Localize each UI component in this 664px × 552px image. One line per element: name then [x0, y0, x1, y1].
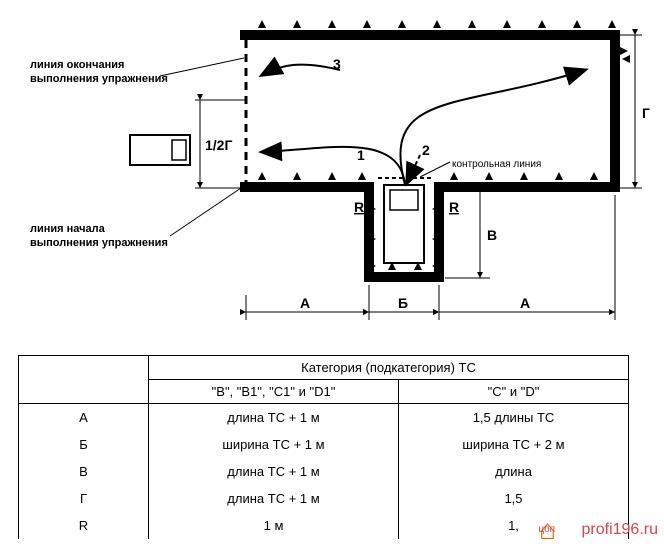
svg-text:1/2Г: 1/2Г	[205, 137, 232, 153]
svg-text:выполнения упражнения: выполнения упражнения	[30, 73, 168, 85]
th-main: Категория (подкатегория) ТС	[149, 356, 629, 380]
svg-text:выполнения упражнения: выполнения упражнения	[30, 237, 168, 249]
svg-text:2: 2	[422, 142, 430, 158]
row-R-c2: 1,	[399, 512, 629, 539]
dimensions-table: Категория (подкатегория) ТС "B", "B1", "…	[18, 355, 629, 539]
dim-halfG: 1/2Г	[195, 100, 246, 188]
svg-text:линия начала: линия начала	[30, 223, 106, 235]
course-boundary	[240, 30, 620, 282]
control-line-label: контрольная линия	[452, 159, 541, 170]
row-A-label: А	[19, 404, 149, 432]
row-R-label: R	[19, 512, 149, 539]
svg-text:3: 3	[333, 56, 341, 72]
th-empty	[19, 356, 149, 404]
row-V-c1: длина ТС + 1 м	[149, 458, 399, 485]
row-G-c2: 1,5	[399, 485, 629, 512]
svg-text:линия окончания: линия окончания	[30, 59, 124, 71]
row-V-c2: длина	[399, 458, 629, 485]
row-G-label: Г	[19, 485, 149, 512]
row-A-c2: 1,5 длины ТС	[399, 404, 629, 432]
dim-bottom: А Б А	[246, 195, 615, 320]
car-in-garage	[384, 185, 424, 263]
row-V-label: В	[19, 458, 149, 485]
row-G-c1: длина ТС + 1 м	[149, 485, 399, 512]
svg-text:А: А	[300, 295, 310, 311]
exercise-diagram: контрольная линия 1 2 3 R R В Г	[0, 0, 664, 340]
row-B-c2: ширина ТС + 2 м	[399, 431, 629, 458]
svg-text:А: А	[520, 295, 530, 311]
r-left: R	[354, 199, 364, 215]
row-B-c1: ширина ТС + 1 м	[149, 431, 399, 458]
th-col2: "C" и "D"	[399, 380, 629, 404]
row-B-label: Б	[19, 431, 149, 458]
car-outside	[130, 135, 190, 165]
row-A-c1: длина ТС + 1 м	[149, 404, 399, 432]
svg-text:Б: Б	[398, 295, 408, 311]
svg-text:1: 1	[357, 147, 365, 163]
svg-text:В: В	[487, 227, 497, 243]
th-col1: "B", "B1", "C1" и "D1"	[149, 380, 399, 404]
r-right: R	[449, 199, 459, 215]
row-R-c1: 1 м	[149, 512, 399, 539]
svg-text:Г: Г	[642, 105, 650, 121]
